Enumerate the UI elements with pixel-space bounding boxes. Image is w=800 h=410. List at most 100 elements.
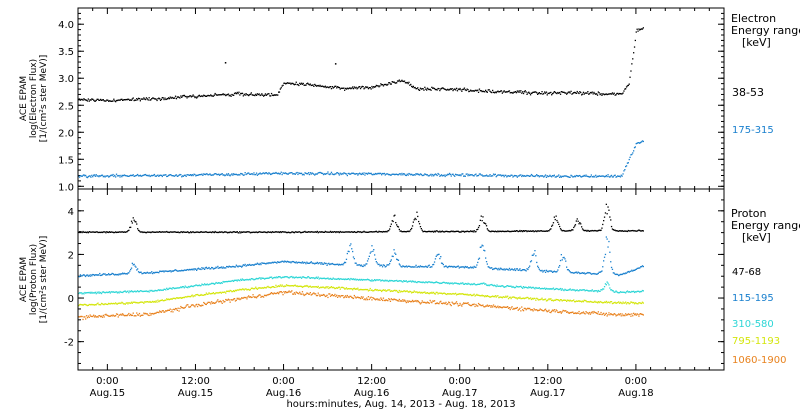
data-point bbox=[292, 277, 294, 279]
data-point bbox=[575, 300, 577, 302]
data-point bbox=[95, 99, 97, 102]
data-point bbox=[534, 230, 536, 232]
data-point bbox=[259, 262, 261, 265]
data-point bbox=[122, 273, 125, 275]
data-point bbox=[491, 305, 493, 307]
data-point bbox=[262, 262, 264, 264]
data-point bbox=[184, 174, 186, 176]
data-point bbox=[588, 176, 591, 178]
data-point bbox=[451, 173, 453, 176]
data-point bbox=[481, 304, 483, 307]
data-point bbox=[348, 296, 350, 299]
data-point bbox=[184, 269, 186, 271]
data-point bbox=[530, 287, 533, 289]
data-point bbox=[186, 296, 188, 298]
data-point bbox=[577, 271, 579, 273]
data-point bbox=[278, 291, 281, 293]
data-point bbox=[481, 244, 483, 246]
data-point bbox=[597, 229, 599, 232]
data-point bbox=[443, 281, 445, 284]
data-point bbox=[367, 279, 370, 281]
data-point bbox=[609, 251, 611, 253]
data-point bbox=[87, 176, 89, 178]
data-point bbox=[134, 290, 136, 292]
data-point bbox=[441, 303, 444, 305]
data-point bbox=[455, 230, 458, 232]
data-point bbox=[479, 295, 481, 297]
data-point bbox=[413, 174, 415, 176]
data-point bbox=[464, 175, 466, 177]
data-point bbox=[591, 229, 593, 232]
data-point bbox=[224, 62, 227, 64]
data-point bbox=[248, 94, 251, 96]
data-point bbox=[534, 309, 536, 311]
data-point bbox=[241, 288, 244, 290]
data-point bbox=[475, 284, 477, 286]
data-point bbox=[401, 266, 403, 268]
data-point bbox=[514, 91, 517, 93]
data-point bbox=[638, 267, 640, 269]
data-point bbox=[626, 314, 629, 316]
data-point bbox=[592, 273, 594, 275]
data-point bbox=[352, 278, 354, 281]
data-point bbox=[207, 293, 209, 295]
data-point bbox=[475, 89, 477, 91]
data-point bbox=[95, 316, 97, 318]
data-point bbox=[532, 254, 534, 256]
data-point bbox=[241, 231, 243, 233]
data-point bbox=[490, 231, 492, 233]
data-point bbox=[479, 219, 481, 221]
data-point bbox=[89, 291, 91, 293]
data-point bbox=[86, 100, 89, 102]
data-point bbox=[369, 287, 371, 290]
data-point bbox=[348, 278, 350, 280]
data-point bbox=[301, 291, 304, 293]
data-point bbox=[437, 293, 439, 295]
data-point bbox=[361, 85, 363, 88]
data-point bbox=[399, 230, 401, 232]
data-point bbox=[153, 312, 156, 315]
data-point bbox=[289, 291, 291, 293]
data-point bbox=[106, 274, 108, 276]
data-point bbox=[201, 173, 203, 175]
data-point bbox=[141, 273, 143, 275]
data-point bbox=[572, 288, 574, 291]
data-point bbox=[261, 295, 263, 298]
data-point bbox=[224, 231, 226, 233]
data-point bbox=[294, 173, 296, 175]
data-point bbox=[387, 83, 389, 86]
data-point bbox=[356, 288, 358, 290]
data-point bbox=[78, 316, 80, 318]
data-point bbox=[146, 174, 148, 177]
data-point bbox=[182, 231, 185, 233]
data-point bbox=[445, 282, 447, 284]
data-point bbox=[250, 231, 252, 234]
data-point bbox=[247, 94, 249, 96]
data-point bbox=[85, 275, 87, 278]
data-point bbox=[203, 301, 205, 304]
data-point bbox=[394, 280, 396, 282]
data-point bbox=[137, 268, 139, 270]
data-point bbox=[629, 302, 631, 304]
data-point bbox=[133, 175, 135, 177]
data-point bbox=[85, 176, 88, 178]
data-point bbox=[274, 261, 276, 263]
data-point bbox=[530, 309, 533, 311]
data-point bbox=[633, 301, 635, 304]
data-point bbox=[108, 274, 111, 276]
data-point bbox=[464, 293, 466, 295]
data-point bbox=[197, 174, 200, 176]
data-point bbox=[256, 288, 259, 290]
data-point bbox=[607, 93, 609, 95]
data-point bbox=[93, 231, 96, 233]
data-point bbox=[385, 265, 387, 268]
data-point bbox=[397, 80, 400, 82]
data-point bbox=[226, 93, 229, 96]
data-point bbox=[371, 231, 373, 233]
data-point bbox=[135, 291, 137, 293]
data-point bbox=[596, 313, 599, 315]
data-point bbox=[433, 231, 435, 233]
data-point bbox=[556, 288, 558, 290]
data-point bbox=[288, 172, 290, 174]
data-point bbox=[263, 294, 266, 296]
